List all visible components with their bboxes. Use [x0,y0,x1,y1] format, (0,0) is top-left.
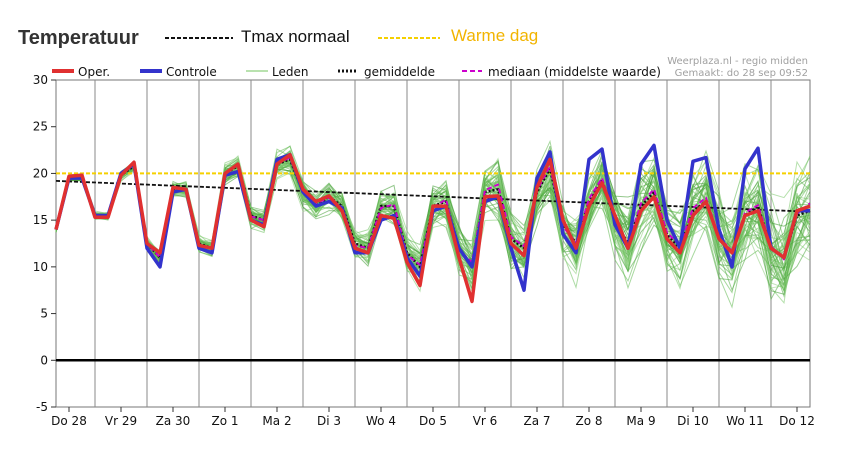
legend-label-mediaan: mediaan (middelste waarde) [488,65,661,79]
x-tick-label: Wo 4 [366,414,396,428]
chart-title: Temperatuur [18,27,139,49]
x-tick-label: Wo 11 [726,414,764,428]
y-tick-label: 0 [40,353,48,367]
y-tick-label: 10 [33,260,48,274]
x-tick-label: Di 3 [317,414,341,428]
x-tick-label: Vr 6 [473,414,498,428]
x-tick-label: Za 7 [523,414,550,428]
y-tick-label: 15 [33,213,48,227]
legend-label-gemiddelde: gemiddelde [364,65,435,79]
y-tick-label: 30 [33,73,48,87]
plot-frame [55,79,811,408]
x-tick-label: Za 30 [156,414,191,428]
legend-label-oper: Oper. [78,65,110,79]
x-tick-label: Zo 8 [575,414,602,428]
x-tick-label: Ma 2 [262,414,291,428]
legend-label-leden: Leden [272,65,308,79]
x-tick-label: Vr 29 [105,414,137,428]
legend-label-controle: Controle [166,65,217,79]
source-line-2: Gemaakt: do 28 sep 09:52 [675,68,808,79]
x-tick-label: Di 10 [677,414,709,428]
y-tick-label: -5 [36,400,48,414]
source-line-1: Weerplaza.nl - regio midden [667,56,808,67]
x-tick-label: Do 5 [419,414,447,428]
operational-line [54,152,811,304]
tmax-header-label: Tmax normaal [241,27,350,46]
x-tick-label: Zo 1 [211,414,238,428]
y-tick-label: 25 [33,120,48,134]
ensemble-member-line [55,157,811,278]
y-tick-label: 20 [33,166,48,180]
series-lines [54,143,811,304]
median-line [55,156,811,266]
grid [56,80,810,407]
y-tick-label: 5 [40,307,48,321]
legend: Oper. Controle Leden gemiddelde mediaan … [52,65,661,79]
y-axis: -5 0 5 10 15 20 25 30 [33,73,56,414]
x-tick-label: Do 28 [51,414,87,428]
warm-header-label: Warme dag [451,26,538,45]
x-tick-label: Do 12 [779,414,815,428]
x-axis: Do 28 Vr 29 Za 30 Zo 1 Ma 2 Di 3 Wo 4 Do 5 Vr 6 Z… [51,407,815,428]
x-tick-label: Ma 9 [626,414,655,428]
